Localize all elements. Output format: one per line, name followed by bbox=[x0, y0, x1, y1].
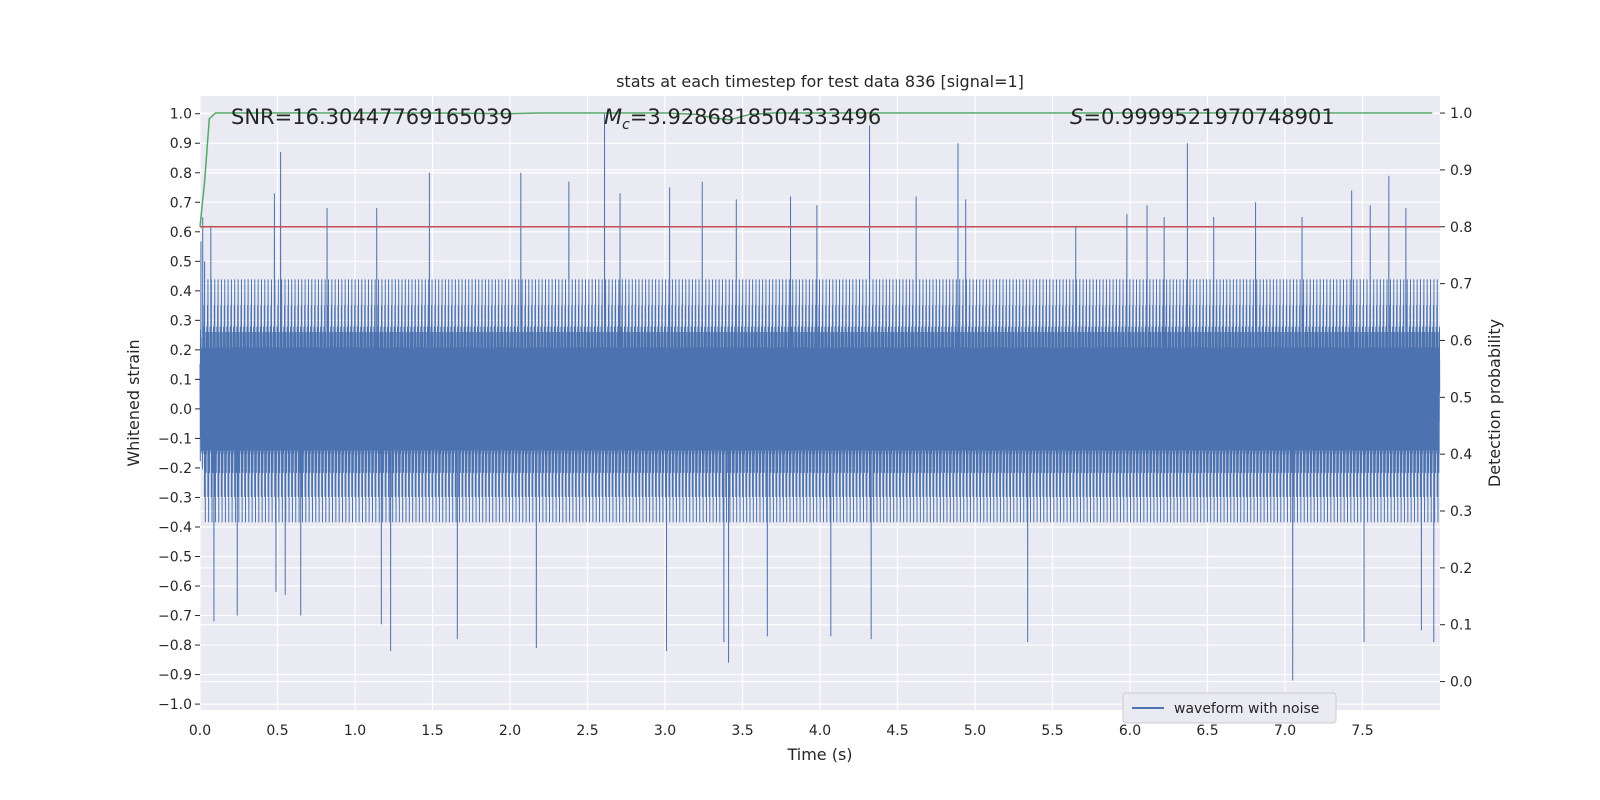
y-tick-label: 0.6 bbox=[170, 225, 192, 241]
y-tick-label: 0.3 bbox=[170, 313, 192, 329]
y2-tick-label: 0.4 bbox=[1450, 447, 1472, 463]
plot-area: SNR=16.30447769165039 Mc=3.9286818504333… bbox=[199, 96, 1441, 710]
y-tick-label: −0.4 bbox=[158, 520, 192, 536]
axes: 0.0 0.5 1.0 1.5 2.0 2.5 3.0 3.5 4.0 4.5 5.0 5.5 6.0 6… bbox=[158, 106, 1472, 739]
x-tick-label: 6.5 bbox=[1196, 723, 1218, 739]
y-tick-label: −0.2 bbox=[158, 461, 192, 477]
x-tick-label: 3.5 bbox=[731, 723, 753, 739]
legend: waveform with noise bbox=[1122, 692, 1337, 724]
x-tick-label: 1.5 bbox=[421, 723, 443, 739]
detection-probability-series bbox=[199, 112, 1433, 227]
y-tick-label: 0.0 bbox=[170, 402, 192, 418]
y2-tick-label: 0.6 bbox=[1450, 333, 1472, 349]
annotations: SNR=16.30447769165039 Mc=3.9286818504333… bbox=[231, 105, 1335, 133]
data-layer bbox=[199, 112, 1441, 681]
y-tick-label: −0.1 bbox=[158, 431, 192, 447]
chart-title: stats at each timestep for test data 836… bbox=[616, 72, 1024, 91]
y-tick-label: −0.6 bbox=[158, 579, 192, 595]
y-tick-label: −0.3 bbox=[158, 490, 192, 506]
y-tick-label: −1.0 bbox=[158, 697, 192, 713]
x-tick-label: 5.5 bbox=[1041, 723, 1063, 739]
y2-tick-label: 0.9 bbox=[1450, 163, 1472, 179]
waveform-series bbox=[199, 113, 1441, 681]
y-tick-label: 1.0 bbox=[170, 107, 192, 123]
y-tick-label: 0.9 bbox=[170, 136, 192, 152]
y-tick-label: 0.2 bbox=[170, 343, 192, 359]
y2-axis-title: Detection probability bbox=[1485, 319, 1504, 487]
x-axis-title: Time (s) bbox=[786, 745, 852, 764]
x-tick-label: 7.0 bbox=[1274, 723, 1296, 739]
y-axis-title: Whitened strain bbox=[124, 339, 143, 466]
y2-tick-label: 1.0 bbox=[1450, 106, 1472, 122]
chirp-mass-subscript: c bbox=[622, 117, 630, 133]
y2-tick-label: 0.1 bbox=[1450, 618, 1472, 634]
chirp-mass-annotation: Mc=3.9286818504333496 bbox=[604, 105, 881, 133]
score-symbol: S bbox=[1070, 105, 1083, 129]
x-tick-label: 4.5 bbox=[886, 723, 908, 739]
y-tick-label: 0.5 bbox=[170, 254, 192, 270]
chirp-mass-symbol: M bbox=[604, 105, 622, 129]
y2-tick-label: 0.8 bbox=[1450, 220, 1472, 236]
y-tick-label: 0.8 bbox=[170, 166, 192, 182]
x-tick-label: 5.0 bbox=[964, 723, 986, 739]
x-tick-label: 1.0 bbox=[344, 723, 366, 739]
y2-tick-label: 0.7 bbox=[1450, 277, 1472, 293]
y-tick-label: −0.8 bbox=[158, 638, 192, 654]
x-tick-label: 0.0 bbox=[189, 723, 211, 739]
y-tick-label: −0.7 bbox=[158, 609, 192, 625]
legend-box bbox=[1122, 692, 1337, 724]
y-tick-label: 0.4 bbox=[170, 284, 192, 300]
score-annotation: S=0.9999521970748901 bbox=[1070, 105, 1335, 129]
x-tick-label: 3.0 bbox=[654, 723, 676, 739]
x-tick-label: 4.0 bbox=[809, 723, 831, 739]
y2-tick-label: 0.2 bbox=[1450, 561, 1472, 577]
y2-tick-label: 0.3 bbox=[1450, 504, 1472, 520]
score-value: =0.9999521970748901 bbox=[1083, 105, 1334, 129]
x-tick-label: 7.5 bbox=[1351, 723, 1373, 739]
x-tick-label: 6.0 bbox=[1119, 723, 1141, 739]
y-tick-label: 0.1 bbox=[170, 372, 192, 388]
y-tick-label: −0.9 bbox=[158, 668, 192, 684]
y-tick-label: 0.7 bbox=[170, 195, 192, 211]
x-tick-label: 2.0 bbox=[499, 723, 521, 739]
y2-tick-label: 0.5 bbox=[1450, 390, 1472, 406]
x-tick-label: 0.5 bbox=[266, 723, 288, 739]
x-tick-label: 2.5 bbox=[576, 723, 598, 739]
snr-annotation: SNR=16.30447769165039 bbox=[231, 105, 513, 129]
y-tick-label: −0.5 bbox=[158, 550, 192, 566]
legend-label-waveform: waveform with noise bbox=[1174, 701, 1319, 717]
chirp-mass-value: =3.9286818504333496 bbox=[630, 105, 881, 129]
y2-tick-label: 0.0 bbox=[1450, 675, 1472, 691]
